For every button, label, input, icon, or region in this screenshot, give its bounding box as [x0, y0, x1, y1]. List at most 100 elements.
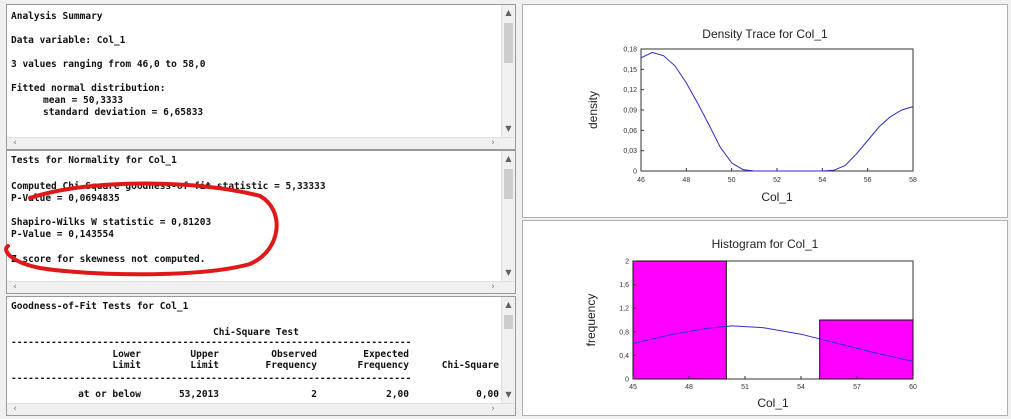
- y-axis-label: frequency: [584, 294, 598, 347]
- normality-title: Tests for Normality for Col_1: [11, 155, 177, 166]
- scroll-down-icon[interactable]: ▼: [505, 124, 512, 133]
- histogram-chart-pane[interactable]: Histogram for Col_1 45 48 51 54 57 60 0 0,4 0,8 1…: [522, 220, 1008, 416]
- scroll-up-icon[interactable]: ▲: [505, 300, 512, 309]
- y-tick-label: 0,03: [623, 148, 637, 155]
- scroll-down-icon[interactable]: ▼: [505, 390, 512, 399]
- y-tick-label: 0,18: [623, 47, 637, 54]
- scroll-right-icon[interactable]: ›: [491, 138, 495, 148]
- chi-square-statistic-text: Computed Chi-Square goodness-of-fit stat…: [11, 181, 326, 192]
- header-cell: Limit: [112, 360, 141, 371]
- y-tick-label: 0,12: [623, 87, 637, 94]
- scroll-left-icon[interactable]: ‹: [13, 404, 17, 414]
- scroll-thumb[interactable]: [504, 169, 513, 199]
- x-tick-label: 56: [864, 177, 872, 184]
- x-tick-label: 58: [909, 177, 917, 184]
- y-axis-label: density: [586, 91, 600, 129]
- normality-tests-pane[interactable]: Tests for Normality for Col_1 Computed C…: [6, 150, 516, 294]
- normality-horizontal-scrollbar[interactable]: ‹ ›: [7, 281, 515, 293]
- x-tick-label: 52: [773, 177, 781, 184]
- histogram-bar: [819, 319, 914, 380]
- fitted-heading: Fitted normal distribution:: [11, 83, 166, 94]
- y-tick-label: 0,8: [619, 329, 629, 336]
- header-row-bottom: Limit Limit Frequency Frequency Chi-Squa…: [11, 360, 499, 371]
- histogram-chart: 45 48 51 54 57 60 0 0,4 0,8 1,2 1,6 2 Col_1 frequency: [584, 259, 917, 411]
- header-cell: Observed: [271, 349, 317, 360]
- summary-vertical-scrollbar[interactable]: ▲ ▼: [501, 5, 515, 137]
- density-chart-title: Density Trace for Col_1: [702, 27, 828, 41]
- header-cell: Chi-Square: [441, 360, 499, 371]
- header-row-top: Lower Upper Observed Expected: [11, 349, 499, 360]
- header-cell: Lower: [112, 349, 141, 360]
- x-tick-label: 50: [728, 177, 736, 184]
- shapiro-wilks-text: Shapiro-Wilks W statistic = 0,81203: [11, 217, 212, 228]
- header-cell: Upper: [190, 349, 219, 360]
- table-cell: 53,2013: [178, 389, 219, 400]
- normal-curve-line: [632, 325, 914, 362]
- scroll-down-icon[interactable]: ▼: [505, 268, 512, 277]
- histogram-bar: [632, 260, 727, 380]
- analysis-summary-title: Analysis Summary: [11, 11, 103, 22]
- goodness-horizontal-scrollbar[interactable]: ‹ ›: [7, 403, 515, 415]
- table-cell: 0,00: [476, 389, 499, 400]
- scroll-right-icon[interactable]: ›: [491, 282, 495, 292]
- x-tick-label: 48: [682, 177, 690, 184]
- x-tick-label: 57: [853, 384, 861, 391]
- density-chart: 46 48 50 52 54 56 58 0 0,03 0,06 0,09 0,12 0,15 0,18 C…: [586, 47, 917, 205]
- histogram-chart-title: Histogram for Col_1: [711, 237, 819, 251]
- analysis-summary-pane[interactable]: Analysis Summary Data variable: Col_1 3 …: [6, 4, 516, 150]
- header-cell: Frequency: [357, 360, 409, 371]
- mean-text: mean = 50,3333: [43, 95, 124, 106]
- goodness-title: Goodness-of-Fit Tests for Col_1: [11, 301, 189, 312]
- scroll-up-icon[interactable]: ▲: [505, 154, 512, 163]
- y-tick-label: 0,06: [623, 128, 637, 135]
- scroll-right-icon[interactable]: ›: [491, 404, 495, 414]
- x-tick-label: 46: [637, 177, 645, 184]
- x-axis-label: Col_1: [757, 396, 789, 410]
- summary-horizontal-scrollbar[interactable]: ‹ ›: [7, 137, 515, 149]
- x-axis-label: Col_1: [761, 190, 793, 204]
- y-tick-label: 0,09: [623, 108, 637, 115]
- scroll-thumb[interactable]: [504, 315, 513, 329]
- goodness-data-table: at or below 53,2013 2 2,00 0,00: [11, 389, 499, 400]
- chi-square-p-value-text: P-Value = 0,0694835: [11, 193, 120, 204]
- sd-text: standard deviation = 6,65833: [43, 107, 204, 118]
- goodness-vertical-scrollbar[interactable]: ▲ ▼: [501, 297, 515, 403]
- header-cell: Expected: [363, 349, 409, 360]
- x-tick-label: 51: [741, 384, 749, 391]
- shapiro-p-value-text: P-Value = 0,143554: [11, 229, 114, 240]
- y-tick-label: 0: [633, 169, 637, 176]
- normality-vertical-scrollbar[interactable]: ▲ ▼: [501, 151, 515, 281]
- scroll-left-icon[interactable]: ‹: [13, 282, 17, 292]
- range-text: 3 values ranging from 46,0 to 58,0: [11, 59, 206, 70]
- x-tick-label: 60: [909, 384, 917, 391]
- x-tick-label: 54: [797, 384, 805, 391]
- y-tick-label: 2: [625, 259, 629, 266]
- table-cell: 2: [311, 389, 317, 400]
- y-tick-label: 1,2: [619, 306, 629, 313]
- density-chart-pane[interactable]: Density Trace for Col_1 46 48 50 52 54 56 58 0 0…: [522, 4, 1008, 218]
- goodness-table: Lower Upper Observed Expected Limit Limi…: [11, 349, 499, 371]
- chi-square-test-subtitle: Chi-Square Test: [213, 327, 299, 338]
- y-tick-label: 0: [625, 377, 629, 384]
- table-cell: 2,00: [386, 389, 409, 400]
- scroll-up-icon[interactable]: ▲: [505, 8, 512, 17]
- header-cell: Limit: [190, 360, 219, 371]
- goodness-of-fit-pane[interactable]: Goodness-of-Fit Tests for Col_1 Chi-Squa…: [6, 296, 516, 416]
- y-tick-label: 0,15: [623, 67, 637, 74]
- table-cell: at or below: [78, 389, 141, 400]
- data-variable-text: Data variable: Col_1: [11, 35, 126, 46]
- x-tick-label: 45: [629, 384, 637, 391]
- header-cell: [409, 349, 499, 360]
- separator-line-bottom: ----------------------------------------…: [11, 373, 412, 384]
- density-line: [640, 51, 914, 172]
- separator-line-top: ----------------------------------------…: [11, 337, 412, 348]
- skewness-text: Z score for skewness not computed.: [11, 254, 206, 265]
- scroll-left-icon[interactable]: ‹: [13, 138, 17, 148]
- plot-frame: [640, 48, 914, 172]
- x-tick-label: 48: [685, 384, 693, 391]
- y-tick-label: 0,4: [619, 353, 629, 360]
- table-row: at or below 53,2013 2 2,00 0,00: [11, 389, 499, 400]
- header-cell: Frequency: [265, 360, 317, 371]
- x-tick-label: 54: [818, 177, 826, 184]
- scroll-thumb[interactable]: [504, 23, 513, 63]
